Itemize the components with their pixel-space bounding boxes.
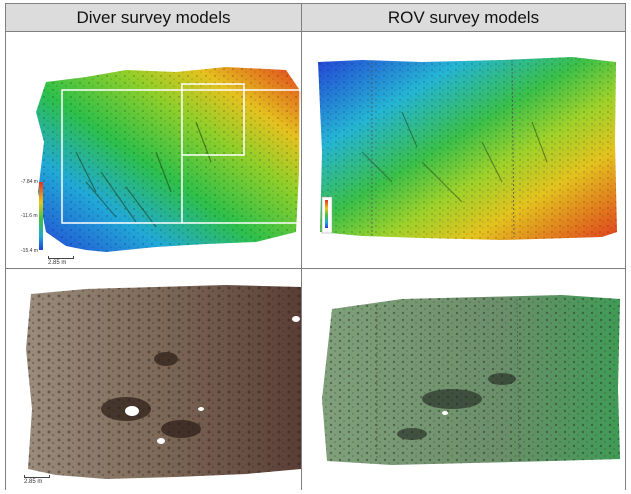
- rov-dem-panel: [302, 32, 625, 268]
- row-divider: [6, 268, 625, 269]
- diver-ortho-panel: 2.85 m: [6, 269, 301, 490]
- colorbar-label-bottom: -15.4 m: [21, 248, 38, 254]
- diver-dem-image: [36, 67, 301, 252]
- rov-ortho-panel: [302, 269, 625, 490]
- diver-dem-panel: -7.84 m -11.6 m -15.4 m 2.85 m: [6, 32, 301, 268]
- diver-dem-scale-bar: 2.85 m: [48, 256, 74, 266]
- diver-dem-scale-label: 2.85 m: [48, 260, 67, 266]
- header-rov: ROV survey models: [302, 4, 625, 32]
- diver-ortho-scale-bar: 2.85 m: [24, 475, 50, 485]
- depth-colorbar: [39, 182, 43, 250]
- comparison-table: Diver survey models ROV survey models: [5, 3, 626, 490]
- rov-dem-image: [318, 57, 617, 240]
- header-diver-label: Diver survey models: [76, 7, 231, 27]
- header-rov-label: ROV survey models: [387, 7, 540, 27]
- column-divider: [301, 4, 302, 489]
- diver-ortho-scale-label: 2.85 m: [24, 479, 43, 485]
- diver-ortho-image: [26, 285, 301, 479]
- colorbar-label-mid: -11.6 m: [21, 213, 38, 219]
- rov-ortho-image: [322, 295, 620, 465]
- colorbar-label-top: -7.84 m: [21, 179, 38, 185]
- rov-colorbar: [325, 200, 328, 228]
- header-diver: Diver survey models: [6, 4, 301, 32]
